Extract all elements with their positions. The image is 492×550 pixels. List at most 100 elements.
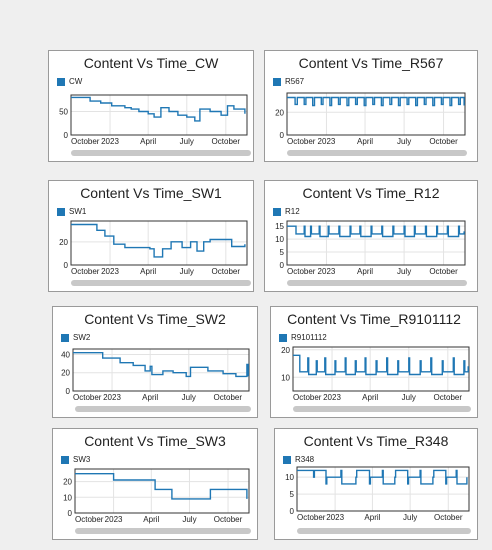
y-tick-label: 0 <box>68 509 73 518</box>
legend: CW <box>57 73 82 86</box>
legend-swatch <box>61 333 69 342</box>
plot-frame-top <box>70 220 248 266</box>
legend-swatch <box>273 77 281 86</box>
x-tick-label: October <box>214 515 243 524</box>
y-tick-label: 0 <box>280 261 285 270</box>
legend-label: R9101112 <box>291 333 327 343</box>
x-tick-label: April <box>357 137 373 146</box>
x-tick-label: 2023 <box>318 137 336 146</box>
y-tick-label: 0 <box>64 131 69 140</box>
chart-card-sw2: Content Vs Time_SW2 SW2 0 20 40 October 2023… <box>52 306 258 418</box>
x-tick-label: October <box>75 515 104 524</box>
horizontal-scrollbar[interactable] <box>71 280 251 286</box>
y-tick-label: 10 <box>275 235 284 244</box>
plot-frame-top <box>74 468 250 514</box>
legend-label: R348 <box>295 455 315 465</box>
x-tick-label: October <box>73 393 102 402</box>
x-tick-label: October <box>287 137 316 146</box>
plot-frame-top <box>72 348 250 392</box>
x-tick-label: 2023 <box>318 267 336 276</box>
x-tick-label: October <box>71 267 100 276</box>
chart-card-r9101112: Content Vs Time_R9101112 R9101112 10 20 Oc… <box>270 306 478 418</box>
chart-title: Content Vs Time_R567 <box>298 55 444 71</box>
y-tick-label: 20 <box>61 369 70 378</box>
horizontal-scrollbar[interactable] <box>75 528 251 534</box>
x-tick-label: October <box>293 393 322 402</box>
y-tick-label: 20 <box>59 238 68 247</box>
x-tick-label: October <box>287 267 316 276</box>
horizontal-scrollbar[interactable] <box>293 406 471 412</box>
y-tick-label: 5 <box>280 248 285 257</box>
legend: R9101112 <box>279 329 327 343</box>
legend-swatch <box>61 455 69 464</box>
x-tick-label: October <box>297 513 326 522</box>
y-tick-label: 20 <box>63 478 72 487</box>
x-tick-label: July <box>182 393 196 402</box>
x-tick-label: April <box>142 393 158 402</box>
y-tick-label: 20 <box>275 108 284 117</box>
chart-title: Content Vs Time_CW <box>83 55 219 71</box>
chart-card-sw3: Content Vs Time_SW3 SW3 0 10 20 October 2023… <box>52 428 258 540</box>
plot-frame <box>286 220 466 266</box>
horizontal-scrollbar[interactable] <box>297 528 471 534</box>
chart-title: Content Vs Time_SW1 <box>80 185 222 201</box>
x-tick-label: April <box>362 393 378 402</box>
series-line <box>287 225 465 238</box>
x-tick-label: October <box>429 267 458 276</box>
y-tick-label: 50 <box>59 107 68 116</box>
horizontal-scrollbar[interactable] <box>75 406 251 412</box>
chart-title: Content Vs Time_R12 <box>302 185 440 201</box>
x-tick-label: 2023 <box>323 393 341 402</box>
x-tick-label: April <box>143 515 159 524</box>
y-tick-label: 5 <box>290 490 295 499</box>
x-tick-label: July <box>397 137 411 146</box>
plot-frame-top <box>292 346 470 392</box>
series-line <box>75 473 248 500</box>
chart-title: Content Vs Time_R9101112 <box>287 311 461 327</box>
legend-swatch <box>273 207 281 216</box>
x-tick-label: July <box>180 137 194 146</box>
legend-label: R567 <box>285 77 305 87</box>
x-tick-label: July <box>180 267 194 276</box>
legend: R567 <box>273 73 305 87</box>
series-line <box>287 96 465 107</box>
x-tick-label: October <box>429 137 458 146</box>
x-tick-label: April <box>364 513 380 522</box>
series-line <box>71 223 246 258</box>
chart-card-sw1: Content Vs Time_SW1 SW1 0 20 October 2023 Ap… <box>48 180 254 292</box>
chart-title: Content Vs Time_SW2 <box>84 311 226 327</box>
y-tick-label: 10 <box>63 493 72 502</box>
x-tick-label: 2023 <box>103 393 121 402</box>
x-tick-label: July <box>403 513 417 522</box>
chart-title: Content Vs Time_SW3 <box>84 433 226 449</box>
series-line <box>297 469 468 485</box>
chart-card-r348: Content Vs Time_R348 R348 0 5 10 October 202… <box>274 428 478 540</box>
legend-label: SW3 <box>73 455 91 465</box>
x-tick-label: July <box>182 515 196 524</box>
horizontal-scrollbar[interactable] <box>71 150 251 156</box>
legend-swatch <box>283 455 291 464</box>
plot-frame <box>74 468 250 514</box>
legend: R12 <box>273 203 300 217</box>
legend-label: R12 <box>285 207 300 217</box>
x-tick-label: July <box>397 267 411 276</box>
horizontal-scrollbar[interactable] <box>287 150 467 156</box>
x-tick-label: October <box>434 513 463 522</box>
chart-card-r12: Content Vs Time_R12 R12 0 5 10 15 October 202… <box>264 180 478 292</box>
plot-frame <box>72 348 250 392</box>
chart-title: Content Vs Time_R348 <box>303 433 449 449</box>
x-tick-label: October <box>214 393 243 402</box>
legend-swatch <box>57 77 65 86</box>
x-tick-label: October <box>212 267 241 276</box>
legend-swatch <box>279 333 287 342</box>
x-tick-label: April <box>140 137 156 146</box>
x-tick-label: 2023 <box>101 267 119 276</box>
plot-frame <box>286 92 466 136</box>
legend-label: SW2 <box>73 333 91 343</box>
series-line <box>293 354 469 376</box>
plot-frame-top <box>286 220 466 266</box>
horizontal-scrollbar[interactable] <box>287 280 467 286</box>
